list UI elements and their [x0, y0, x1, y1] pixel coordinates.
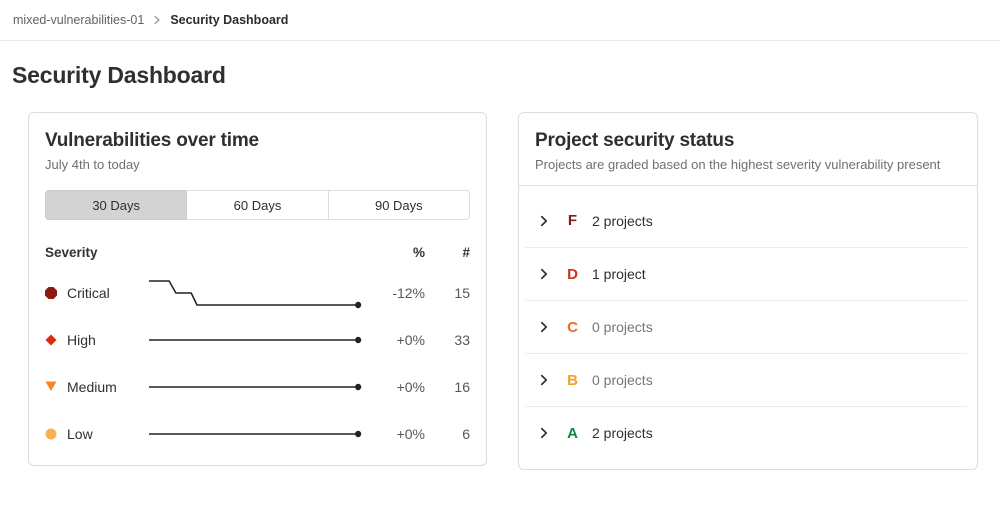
severity-low-icon: [45, 428, 57, 440]
severity-high-icon: [45, 334, 57, 346]
grade-letter: D: [567, 265, 578, 283]
project-count: 2 projects: [592, 212, 653, 229]
chevron-right-icon[interactable]: [538, 215, 550, 227]
high-sparkline: [149, 336, 362, 343]
status-card-title: Project security status: [535, 130, 735, 151]
project-count: 0 projects: [592, 372, 653, 388]
severity-label: Critical: [67, 284, 110, 301]
severity-table-header: Severity % #: [45, 245, 470, 260]
vulnerability-count-value: 6: [462, 425, 470, 442]
vuln-card-date-range: July 4th to today: [45, 157, 140, 172]
chevron-right-icon[interactable]: [538, 321, 550, 333]
chevron-right-icon[interactable]: [538, 268, 550, 280]
percent-change-value: +0%: [396, 331, 425, 348]
breadcrumb-project-link[interactable]: mixed-vulnerabilities-01: [13, 13, 145, 27]
medium-sparkline: [149, 383, 362, 390]
grade-letter: B: [567, 371, 578, 389]
severity-label: Medium: [67, 378, 117, 395]
percent-change-value: +0%: [396, 378, 425, 395]
breadcrumb: mixed-vulnerabilities-01 Security Dashbo…: [0, 0, 1000, 41]
grade-row-d[interactable]: D 1 project: [525, 247, 967, 300]
vulnerability-count-value: 33: [454, 331, 470, 348]
day-range-button-group: 30 Days 60 Days 90 Days: [45, 190, 470, 220]
grade-row-c[interactable]: C 0 projects: [525, 300, 967, 353]
severity-label: Low: [67, 425, 93, 442]
page-title: Security Dashboard: [12, 62, 226, 88]
count-column-header: #: [462, 245, 470, 260]
severity-critical-icon: [45, 286, 57, 299]
severity-column-header: Severity: [45, 245, 98, 260]
grade-list: F 2 projects D 1 project C 0 projects: [519, 186, 977, 469]
project-count: 1 project: [592, 266, 646, 282]
grade-row-f[interactable]: F 2 projects: [525, 194, 967, 247]
vuln-card-title: Vulnerabilities over time: [45, 130, 259, 151]
chevron-right-icon[interactable]: [538, 374, 550, 386]
vulnerability-count-value: 15: [454, 284, 470, 301]
table-row-critical: Critical -12% 15: [45, 269, 470, 316]
60-days-button[interactable]: 60 Days: [186, 190, 329, 220]
severity-trend-table: Severity % # Critical: [45, 245, 470, 457]
breadcrumb-chevron-icon: [153, 15, 161, 25]
vulnerabilities-over-time-card: Vulnerabilities over time July 4th to to…: [28, 112, 487, 466]
project-security-status-card: Project security status Projects are gra…: [518, 112, 978, 470]
percent-column-header: %: [412, 245, 425, 260]
status-card-subtitle: Projects are graded based on the highest…: [535, 157, 941, 172]
severity-medium-icon: [45, 381, 57, 392]
chevron-right-icon[interactable]: [538, 427, 550, 439]
30-days-button[interactable]: 30 Days: [45, 190, 188, 220]
grade-letter: F: [567, 212, 578, 229]
critical-sparkline: [149, 279, 362, 308]
percent-change-value: -12%: [392, 284, 425, 301]
dashboard-cards: Vulnerabilities over time July 4th to to…: [0, 112, 1000, 470]
vulnerability-count-value: 16: [454, 378, 470, 395]
grade-row-a[interactable]: A 2 projects: [525, 406, 967, 459]
status-card-header: Project security status Projects are gra…: [519, 113, 977, 186]
severity-label: High: [67, 331, 96, 348]
table-row-high: High +0% 33: [45, 316, 470, 363]
project-count: 2 projects: [592, 425, 653, 441]
table-row-low: Low +0% 6: [45, 410, 470, 457]
percent-change-value: +0%: [396, 425, 425, 442]
low-sparkline: [149, 430, 362, 437]
project-count: 0 projects: [592, 319, 653, 335]
grade-row-b[interactable]: B 0 projects: [525, 353, 967, 406]
grade-letter: A: [567, 424, 578, 442]
breadcrumb-current-page: Security Dashboard: [170, 13, 289, 27]
table-row-medium: Medium +0% 16: [45, 363, 470, 410]
grade-letter: C: [567, 318, 578, 336]
90-days-button[interactable]: 90 Days: [327, 190, 470, 220]
